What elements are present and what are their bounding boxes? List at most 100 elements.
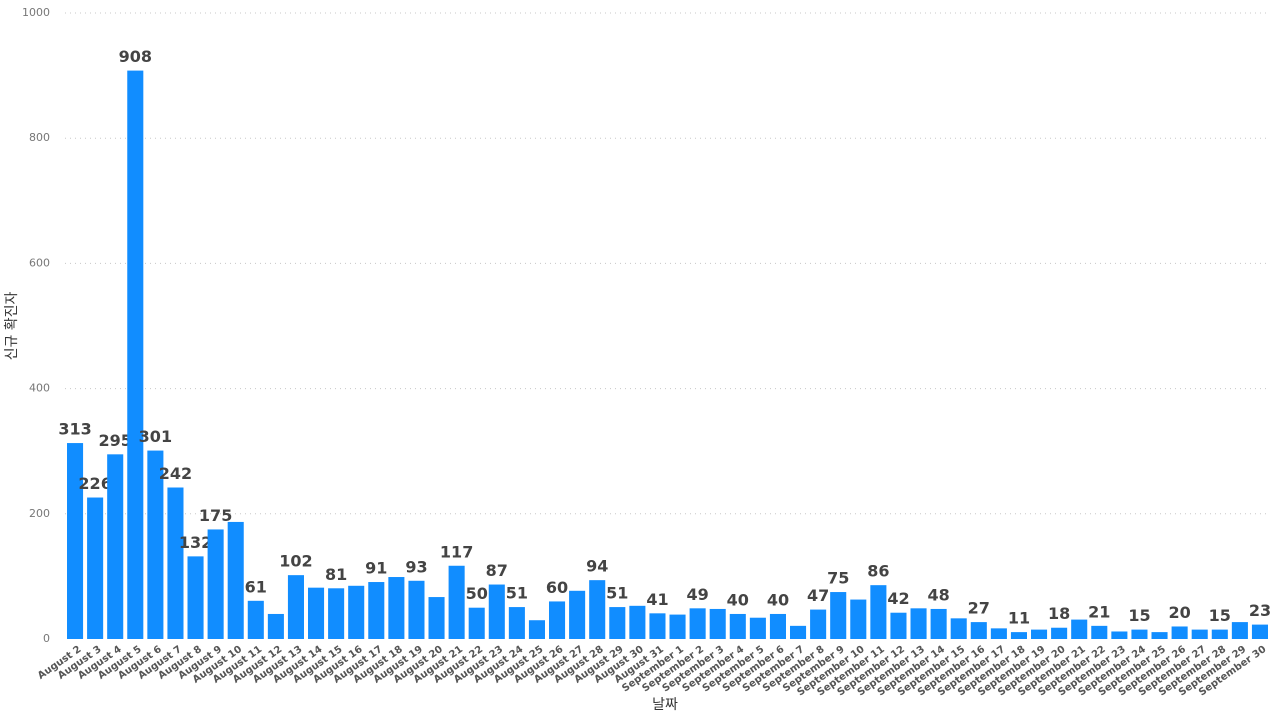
bar [830, 592, 847, 639]
data-label: 908 [119, 47, 152, 66]
data-label: 49 [686, 585, 708, 604]
bar [167, 487, 184, 639]
data-label: 313 [58, 420, 91, 439]
bar [1191, 629, 1208, 639]
data-label: 91 [365, 559, 387, 578]
bar [1031, 629, 1048, 639]
bar [147, 450, 164, 639]
bar [810, 609, 827, 639]
data-label: 21 [1088, 602, 1110, 621]
bar [1091, 625, 1108, 639]
data-label: 27 [968, 599, 990, 618]
bar [890, 612, 907, 639]
data-label: 51 [606, 584, 628, 603]
data-label: 81 [325, 565, 347, 584]
bar [1151, 632, 1168, 639]
y-tick-label: 600 [29, 256, 50, 269]
bar [1211, 629, 1228, 639]
bar [348, 585, 365, 639]
data-label: 132 [179, 533, 212, 552]
bar [187, 556, 204, 639]
data-label: 15 [1128, 606, 1150, 625]
data-label: 23 [1249, 601, 1271, 620]
data-label: 15 [1209, 606, 1231, 625]
bar [267, 613, 284, 639]
data-label: 40 [727, 590, 749, 609]
bar [749, 617, 766, 639]
bar [127, 70, 144, 640]
data-label: 117 [440, 542, 473, 561]
x-axis-title: 날짜 [652, 697, 678, 713]
data-label: 226 [78, 474, 111, 493]
bar [569, 590, 586, 639]
data-label: 41 [646, 590, 668, 609]
data-label: 11 [1008, 609, 1030, 628]
bar [649, 613, 666, 639]
bar [328, 588, 345, 639]
bar [247, 600, 264, 639]
y-tick-label: 400 [29, 382, 50, 395]
bar [1231, 622, 1248, 639]
data-label: 102 [279, 552, 312, 571]
data-label: 242 [159, 464, 192, 483]
bar [488, 584, 505, 639]
data-label: 20 [1168, 603, 1190, 622]
bar [408, 580, 425, 639]
bar [468, 607, 485, 639]
bar [87, 497, 104, 639]
bar [689, 608, 706, 639]
bar [790, 625, 807, 639]
data-label: 75 [827, 569, 849, 588]
bar [970, 622, 987, 639]
data-label: 61 [245, 577, 267, 596]
data-label: 18 [1048, 604, 1070, 623]
bar [1171, 626, 1188, 639]
bar [589, 580, 606, 639]
bar [1010, 632, 1027, 639]
bar [508, 607, 525, 639]
data-label: 301 [139, 427, 172, 446]
bar [448, 565, 465, 639]
data-label: 86 [867, 562, 889, 581]
bar [528, 620, 545, 639]
bar [1131, 629, 1148, 639]
bar [1251, 624, 1268, 639]
bar [990, 628, 1007, 639]
bar [308, 587, 325, 639]
bar [870, 585, 887, 639]
bar [950, 618, 967, 639]
bar [1071, 619, 1088, 639]
bar [428, 597, 445, 639]
bar [910, 608, 927, 639]
y-axis-title: 신규 확진자 [4, 291, 20, 360]
data-label: 87 [486, 561, 508, 580]
data-label: 94 [586, 557, 608, 576]
bar [67, 443, 84, 639]
data-label: 51 [506, 584, 528, 603]
bar [609, 607, 626, 639]
bar [930, 608, 947, 639]
data-label: 50 [466, 584, 488, 603]
data-label: 93 [405, 557, 427, 576]
bar [207, 529, 224, 639]
y-tick-label: 200 [29, 507, 50, 520]
bar [1051, 627, 1068, 639]
data-label: 40 [767, 590, 789, 609]
bar [388, 577, 405, 639]
bar [1111, 631, 1128, 639]
bar [669, 614, 686, 639]
bar [368, 582, 385, 639]
y-tick-label: 0 [43, 632, 50, 645]
y-tick-label: 1000 [22, 6, 50, 19]
data-label: 60 [546, 578, 568, 597]
bar [629, 605, 646, 639]
data-label: 47 [807, 586, 829, 605]
bar [227, 521, 244, 639]
bar [287, 575, 304, 639]
bar [709, 608, 726, 639]
data-label: 295 [99, 431, 132, 450]
y-tick-label: 800 [29, 131, 50, 144]
bar [107, 454, 124, 639]
data-label: 175 [199, 506, 232, 525]
